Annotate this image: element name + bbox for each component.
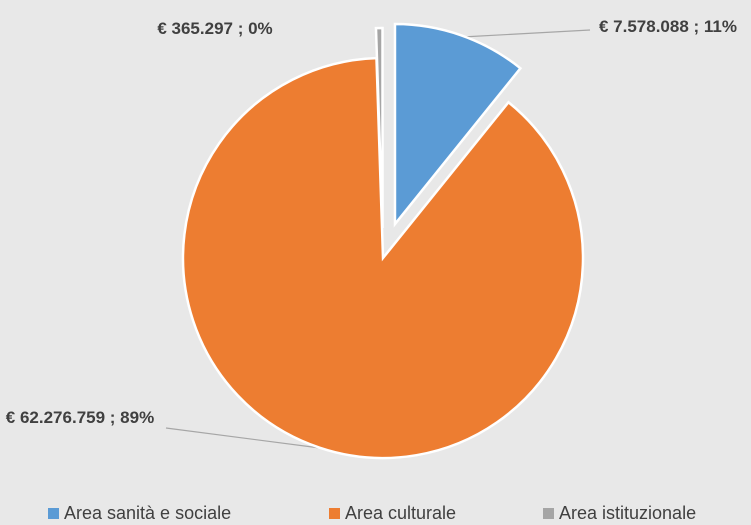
legend-swatch — [48, 508, 59, 519]
data-label: € 365.297 ; 0% — [157, 19, 273, 38]
data-label: € 62.276.759 ; 89% — [5, 408, 155, 427]
data-label: € 7.578.088 ; 11% — [598, 17, 737, 36]
legend-item: Area culturale — [329, 503, 456, 524]
legend-label: Area culturale — [345, 503, 457, 523]
legend-label: Area sanità e sociale — [64, 503, 232, 523]
leader-line — [461, 29, 591, 38]
legend-item: Area sanità e sociale — [48, 503, 231, 524]
pie-slice — [393, 22, 523, 228]
pie-slice — [374, 26, 384, 229]
legend-item: Area istituzionale — [543, 503, 696, 524]
pie-slice — [181, 56, 585, 460]
legend-swatch — [329, 508, 340, 519]
legend-swatch — [543, 508, 554, 519]
leader-line — [165, 427, 321, 449]
legend-label: Area istituzionale — [559, 503, 697, 523]
